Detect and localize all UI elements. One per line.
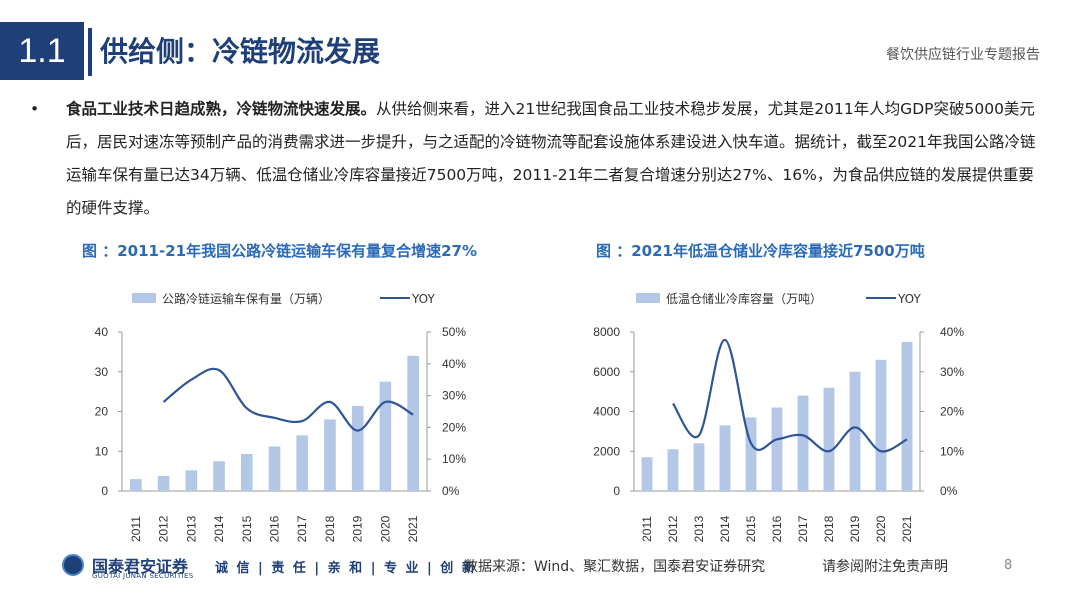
bar: [324, 419, 336, 491]
x-tick-label: 2019: [848, 515, 862, 542]
x-tick-label: 2015: [240, 515, 254, 542]
legend-bar-label: 公路冷链运输车保有量（万辆）: [162, 291, 330, 306]
right-chart-title: 图 ：2021年低温仓储业冷库容量接近7500万吨: [596, 242, 925, 260]
right-tick-label: 10%: [940, 444, 964, 458]
legend-line-label: YOY: [411, 292, 435, 306]
bar: [719, 425, 731, 491]
legend-bar-swatch: [636, 293, 660, 303]
x-tick-label: 2021: [406, 515, 420, 542]
left-chart: 公路冷链运输车保有量（万辆） YOY 0 10 20 30 40 0% 10% 20% 30% 40%…: [95, 291, 467, 542]
x-tick-label: 2013: [692, 515, 706, 542]
left-tick-label: 4000: [593, 405, 620, 419]
x-tick-label: 2014: [718, 515, 732, 542]
right-tick-label: 30%: [442, 389, 466, 403]
body-text: 从供给侧来看，进入21世纪我国食品工业技术稳步发展，尤其是2011年人均GDP突…: [66, 100, 1036, 217]
x-tick-label: 2017: [796, 515, 810, 542]
right-tick-label: 20%: [442, 420, 466, 434]
bar: [130, 479, 142, 491]
bar: [667, 449, 679, 491]
bar: [240, 454, 253, 491]
x-tick-label: 2011: [640, 516, 654, 542]
left-chart-title: 图 ：2011-21年我国公路冷链运输车保有量复合增速27%: [82, 242, 477, 260]
bar: [185, 470, 198, 491]
bar: [849, 371, 861, 491]
bar: [797, 395, 809, 491]
right-tick-label: 0%: [442, 484, 460, 498]
lead-sentence: 食品工业技术日趋成熟，冷链物流快速发展。: [66, 100, 377, 118]
x-tick-label: 2012: [666, 515, 680, 542]
right-tick-label: 0%: [940, 484, 958, 498]
data-source: 数据来源：Wind、聚汇数据，国泰君安证券研究: [464, 559, 766, 575]
section-number: 1.1: [0, 22, 84, 80]
bar: [268, 446, 281, 491]
body-paragraph: 食品工业技术日趋成熟，冷链物流快速发展。从供给侧来看，进入21世纪我国食品工业技…: [66, 93, 1040, 225]
x-tick-label: 2021: [900, 515, 914, 542]
left-tick-label: 6000: [593, 365, 620, 379]
title-divider: [88, 28, 92, 76]
bar: [379, 381, 392, 491]
x-tick-label: 2016: [770, 515, 784, 542]
right-tick-label: 10%: [442, 452, 466, 466]
bar: [351, 405, 364, 491]
right-tick-label: 50%: [442, 325, 466, 339]
bar: [693, 443, 705, 491]
left-tick-label: 30: [95, 365, 109, 379]
bar: [901, 341, 913, 491]
right-tick-label: 20%: [940, 405, 964, 419]
left-tick-label: 40: [95, 325, 109, 339]
left-tick-label: 10: [95, 444, 109, 458]
bar: [157, 475, 170, 491]
left-tick-label: 8000: [593, 325, 620, 339]
bar: [407, 355, 419, 491]
left-tick-label: 2000: [593, 444, 620, 458]
x-tick-label: 2012: [157, 515, 171, 542]
yoy-line: [672, 338, 908, 453]
left-tick-label: 0: [613, 484, 620, 498]
logo-english: GUOTAI JUNAN SECURITIES: [92, 572, 194, 580]
x-tick-label: 2020: [378, 515, 392, 542]
right-tick-label: 30%: [940, 365, 964, 379]
x-tick-label: 2019: [351, 515, 365, 542]
x-tick-label: 2020: [874, 515, 888, 542]
x-tick-label: 2013: [184, 515, 198, 542]
legend-line-label: YOY: [897, 292, 921, 306]
logo-name: 国泰君安证券: [92, 557, 189, 576]
x-tick-label: 2014: [212, 515, 226, 542]
legend-bar-label: 低温仓储业冷库容量（万吨）: [666, 291, 822, 306]
yoy-line: [162, 367, 414, 432]
x-tick-label: 2016: [268, 515, 282, 542]
bar: [213, 461, 225, 491]
left-tick-label: 0: [101, 484, 108, 498]
bar: [745, 417, 757, 491]
bullet: •: [30, 100, 40, 118]
x-tick-label: 2015: [744, 515, 758, 542]
bar: [771, 407, 783, 491]
logo-icon: [62, 554, 84, 576]
x-tick-label: 2018: [323, 515, 337, 542]
left-tick-label: 20: [95, 405, 109, 419]
page-title: 供给侧：冷链物流发展: [100, 35, 381, 68]
right-tick-label: 40%: [442, 357, 466, 371]
company-motto: 诚 信 | 责 任 | 亲 和 | 专 业 | 创 新: [215, 561, 477, 576]
legend-bar-swatch: [132, 293, 156, 303]
report-name: 餐饮供应链行业专题报告: [886, 47, 1040, 63]
page-number: 8: [1004, 558, 1013, 573]
bar: [296, 435, 309, 491]
bar: [875, 359, 887, 491]
bar: [641, 457, 653, 491]
body-paragraph-block: • 食品工业技术日趋成熟，冷链物流快速发展。从供给侧来看，进入21世纪我国食品工…: [30, 93, 1040, 225]
right-chart: 低温仓储业冷库容量（万吨） YOY 0 2000 4000 6000 8000 0% 10% 20…: [593, 291, 964, 542]
x-tick-label: 2011: [129, 516, 143, 542]
disclaimer: 请参阅附注免责声明: [822, 559, 948, 575]
x-tick-label: 2017: [295, 515, 309, 542]
x-tick-label: 2018: [822, 515, 836, 542]
bar: [823, 387, 835, 491]
right-tick-label: 40%: [940, 325, 964, 339]
